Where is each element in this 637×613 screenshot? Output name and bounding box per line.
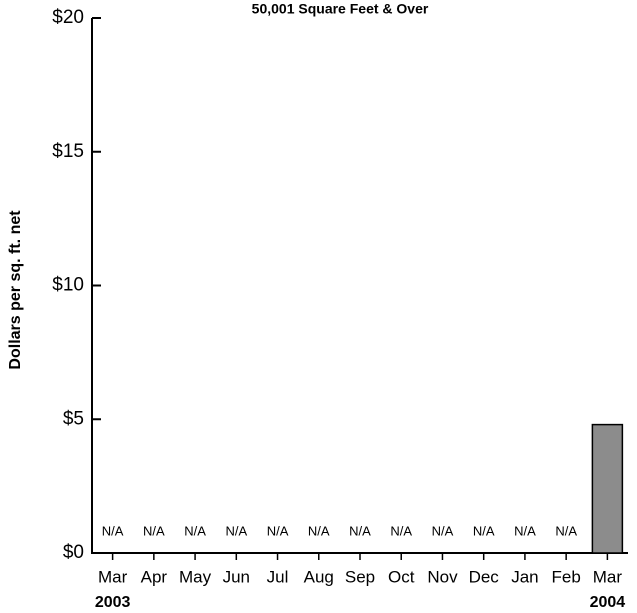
y-tick-label: $5 bbox=[63, 408, 84, 429]
y-tick-label: $15 bbox=[52, 141, 84, 162]
y-tick-label: $10 bbox=[52, 275, 84, 296]
x-tick-label: Nov bbox=[427, 567, 458, 586]
value-label: N/A bbox=[225, 523, 247, 538]
y-tick-label: $20 bbox=[52, 7, 84, 28]
value-label: N/A bbox=[390, 523, 412, 538]
x-tick-label: Aug bbox=[304, 567, 334, 586]
year-label: 2003 bbox=[95, 594, 131, 611]
y-axis-label: Dollars per sq. ft. net bbox=[7, 210, 24, 370]
value-label: N/A bbox=[514, 523, 536, 538]
x-tick-label: Jul bbox=[267, 567, 289, 586]
value-label: N/A bbox=[143, 523, 165, 538]
value-label: N/A bbox=[267, 523, 289, 538]
x-tick-label: Oct bbox=[388, 567, 415, 586]
value-label: N/A bbox=[184, 523, 206, 538]
value-label: N/A bbox=[473, 523, 495, 538]
x-tick-label: Apr bbox=[141, 567, 168, 586]
year-label: 2004 bbox=[590, 594, 626, 611]
bar bbox=[591, 423, 624, 554]
value-label: N/A bbox=[102, 523, 124, 538]
x-tick-label: Sep bbox=[345, 567, 375, 586]
x-tick-label: Dec bbox=[469, 567, 500, 586]
value-label: N/A bbox=[308, 523, 330, 538]
x-tick-label: Mar bbox=[593, 567, 623, 586]
y-tick-label: $0 bbox=[63, 542, 84, 563]
x-tick-label: Jun bbox=[223, 567, 250, 586]
x-tick-label: Feb bbox=[552, 567, 581, 586]
x-tick-label: Jan bbox=[511, 567, 538, 586]
x-tick-label: Mar bbox=[98, 567, 128, 586]
value-label: N/A bbox=[349, 523, 371, 538]
value-label: N/A bbox=[555, 523, 577, 538]
x-tick-label: May bbox=[179, 567, 212, 586]
value-label: N/A bbox=[432, 523, 454, 538]
chart-title: 50,001 Square Feet & Over bbox=[252, 1, 429, 17]
